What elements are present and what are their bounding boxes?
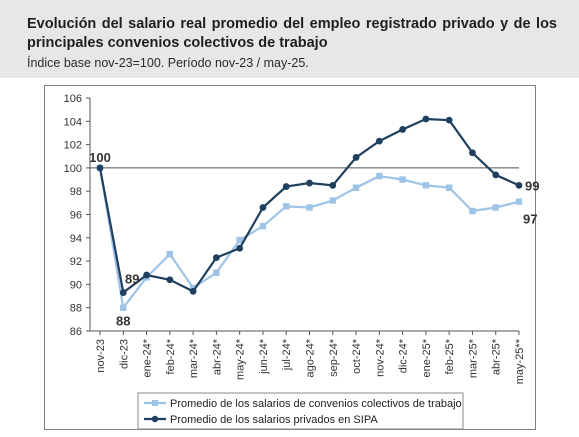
x-tick-label: nov-24* [374, 338, 386, 377]
chart-frame [44, 85, 536, 430]
y-tick-label: 94 [70, 233, 82, 245]
series-point-0 [376, 172, 383, 180]
x-tick-label: abr-25* [491, 338, 503, 375]
series-point-1 [445, 116, 453, 124]
series-point-0 [399, 176, 406, 183]
series-point-0 [283, 203, 290, 210]
data-label: 99 [525, 178, 539, 193]
y-tick-label: 100 [64, 163, 82, 175]
x-tick-label: ago-24* [305, 338, 317, 377]
series-point-1 [96, 164, 104, 172]
y-tick-label: 90 [70, 279, 82, 291]
series-point-1 [259, 204, 267, 211]
series-point-1 [189, 287, 197, 295]
legend-label: Promedio de los salarios de convenios co… [170, 398, 462, 410]
series-point-1 [469, 149, 476, 157]
x-tick-label: oct-24* [351, 338, 363, 374]
data-label: 100 [89, 150, 111, 165]
y-tick-label: 98 [70, 186, 82, 198]
series-point-1 [166, 276, 174, 284]
y-tick-label: 96 [70, 210, 82, 222]
chart-subtitle: Índice base nov-23=100. Período nov-23 /… [27, 56, 309, 70]
x-tick-label: may-24* [235, 338, 247, 380]
x-tick-label: may-25** [514, 338, 526, 384]
y-tick-label: 104 [64, 116, 82, 128]
series-point-1 [306, 179, 313, 187]
series-point-1 [375, 137, 383, 145]
series-point-0 [306, 204, 313, 211]
series-point-0 [329, 197, 336, 204]
x-tick-label: feb-25* [444, 338, 456, 374]
series-point-1 [119, 289, 127, 296]
series-point-0 [445, 184, 453, 191]
series-line-0 [98, 167, 520, 311]
data-label: 89 [125, 272, 139, 287]
x-tick-label: dic-23 [118, 339, 130, 369]
series-point-1 [236, 244, 244, 252]
y-tick-label: 102 [64, 140, 82, 152]
series-point-0 [213, 269, 220, 276]
series-point-1 [352, 154, 360, 161]
x-tick-label: abr-24* [211, 338, 223, 375]
x-tick-label: ene-25* [421, 338, 433, 377]
series-point-1 [143, 271, 150, 279]
y-tick-label: 86 [70, 326, 82, 338]
series-point-1 [282, 183, 290, 190]
x-tick-label: jun-24* [258, 338, 270, 375]
y-tick-label: 88 [70, 303, 82, 315]
y-tick-label: 106 [64, 93, 82, 105]
series-point-0 [236, 236, 243, 244]
series-point-1 [329, 181, 337, 189]
series-point-0 [352, 184, 360, 191]
data-label: 97 [523, 212, 537, 227]
data-label: 88 [116, 314, 130, 329]
series-point-0 [120, 304, 127, 311]
series-point-0 [166, 250, 174, 258]
series-point-0 [469, 207, 476, 215]
x-tick-label: mar-24* [188, 338, 200, 378]
x-tick-label: feb-24* [165, 338, 177, 374]
series-point-1 [515, 181, 523, 189]
series-point-0 [259, 222, 267, 230]
x-tick-label: nov-23 [95, 339, 107, 373]
x-tick-label: mar-25* [467, 338, 479, 378]
series-point-0 [492, 204, 499, 211]
x-tick-label: jul-24* [281, 338, 293, 371]
legend-swatch-marker [152, 400, 158, 406]
legend-box [137, 392, 464, 430]
series-point-1 [422, 115, 430, 123]
chart-header: Evolución del salario real promedio del … [0, 0, 579, 78]
y-tick-label: 92 [70, 256, 82, 268]
chart-title: Evolución del salario real promedio del … [27, 16, 557, 51]
series-point-0 [515, 198, 523, 205]
series-point-0 [189, 284, 197, 292]
legend-label: Promedio de los salarios privados en SIP… [170, 414, 378, 426]
x-tick-label: dic-24* [398, 338, 410, 373]
x-tick-label: sep-24* [328, 338, 340, 377]
series-point-0 [422, 182, 430, 189]
series-point-1 [399, 126, 407, 133]
series-point-1 [212, 254, 220, 262]
x-tick-label: ene-24* [142, 338, 154, 377]
legend-swatch-marker [151, 415, 159, 423]
series-point-1 [492, 171, 500, 179]
